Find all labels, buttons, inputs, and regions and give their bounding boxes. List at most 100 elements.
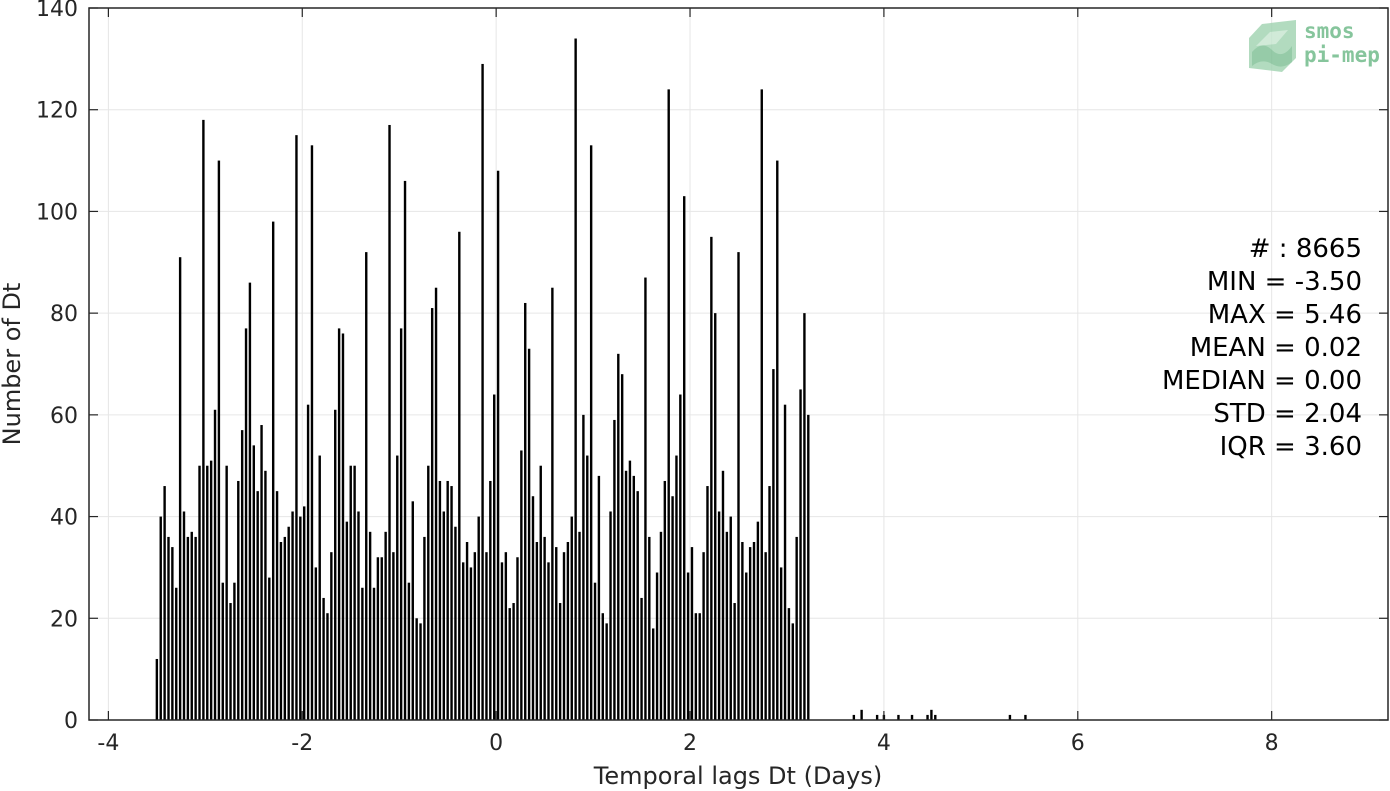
histogram-bar bbox=[206, 465, 209, 720]
stat-line: MEDIAN = 0.00 bbox=[1162, 366, 1362, 396]
histogram-bar bbox=[737, 252, 740, 720]
histogram-bar bbox=[574, 38, 577, 721]
histogram-bar bbox=[605, 623, 608, 720]
histogram-bar bbox=[910, 714, 914, 720]
x-axis-label: Temporal lags Dt (Days) bbox=[593, 762, 882, 790]
histogram-bar bbox=[496, 170, 500, 720]
histogram-bar bbox=[322, 597, 325, 720]
histogram-bar bbox=[500, 562, 504, 720]
stat-line: MEAN = 0.02 bbox=[1190, 333, 1362, 363]
histogram-bar bbox=[551, 287, 554, 720]
histogram-bar bbox=[663, 480, 667, 720]
histogram-bar bbox=[372, 587, 376, 720]
histogram-bar bbox=[807, 414, 810, 720]
histogram-bar bbox=[198, 465, 201, 720]
histogram-bar bbox=[710, 236, 713, 720]
histogram-bar bbox=[175, 587, 178, 720]
histogram-bar bbox=[159, 516, 162, 720]
histogram-bar bbox=[558, 603, 562, 720]
histogram-bar bbox=[318, 455, 321, 720]
histogram-bar bbox=[268, 577, 271, 720]
histogram-bar bbox=[454, 526, 457, 720]
histogram-bar bbox=[427, 465, 430, 720]
histogram-bar bbox=[733, 603, 736, 720]
histogram-bar bbox=[729, 516, 732, 720]
histogram-bar bbox=[485, 552, 488, 720]
histogram-bar bbox=[555, 547, 558, 720]
histogram-bar bbox=[1008, 714, 1012, 720]
histogram-bar bbox=[535, 542, 539, 720]
histogram-bar bbox=[190, 531, 193, 720]
histogram-bar bbox=[279, 542, 283, 720]
histogram-bar bbox=[357, 511, 360, 720]
histogram-bar bbox=[178, 257, 182, 720]
histogram-bar bbox=[640, 597, 643, 720]
histogram-bar bbox=[752, 542, 756, 720]
histogram-bar bbox=[764, 552, 767, 720]
histogram-bar bbox=[679, 394, 682, 720]
histogram-bar bbox=[213, 409, 217, 720]
y-tick-label: 20 bbox=[50, 607, 78, 632]
histogram-bar bbox=[171, 547, 174, 720]
plot-frame bbox=[88, 7, 1389, 721]
histogram-bar bbox=[644, 277, 647, 720]
histogram-bar bbox=[415, 618, 418, 720]
logo-text-pimep: pi-mep bbox=[1304, 43, 1380, 67]
histogram-bar bbox=[547, 562, 550, 720]
y-axis-label: Number of Dt bbox=[0, 283, 26, 446]
smos-pimep-logo: smos pi-mep bbox=[1249, 19, 1380, 72]
histogram-bar bbox=[648, 536, 651, 720]
histogram-bar bbox=[411, 501, 414, 720]
x-tick-label: -2 bbox=[291, 731, 313, 756]
histogram-bar bbox=[419, 623, 422, 720]
x-tick-label: 6 bbox=[1071, 731, 1085, 756]
histogram-bar bbox=[396, 455, 399, 720]
histogram-bar bbox=[221, 582, 224, 720]
histogram-bar bbox=[791, 623, 794, 720]
histogram-bar bbox=[337, 328, 341, 720]
x-tick-label: 8 bbox=[1265, 731, 1279, 756]
histogram-bar bbox=[283, 536, 287, 720]
histogram-bar bbox=[458, 231, 461, 720]
histogram-bar bbox=[469, 567, 473, 720]
x-tick-label: 2 bbox=[683, 731, 697, 756]
histogram-bar bbox=[702, 552, 705, 720]
histogram-bar bbox=[1024, 714, 1027, 720]
histogram-bar bbox=[875, 714, 879, 720]
histogram-bar bbox=[252, 445, 256, 720]
histogram-bar bbox=[570, 516, 573, 720]
histogram-bar bbox=[787, 608, 791, 720]
stat-line: MIN = -3.50 bbox=[1207, 267, 1362, 297]
histogram-bar bbox=[756, 521, 760, 720]
histogram-bar bbox=[930, 709, 933, 720]
histogram-bar bbox=[434, 287, 438, 720]
histogram-bar bbox=[783, 404, 787, 720]
histogram-bar bbox=[566, 542, 570, 720]
histogram-bar bbox=[240, 430, 244, 720]
histogram-bar bbox=[209, 460, 213, 720]
axis-ticks bbox=[89, 7, 1388, 721]
histogram-bar bbox=[450, 486, 453, 720]
histogram-bar bbox=[651, 628, 655, 720]
histogram-bar bbox=[706, 486, 709, 720]
y-tick-label: 80 bbox=[50, 302, 78, 327]
histogram-bar bbox=[624, 470, 628, 720]
histogram-bar bbox=[578, 531, 581, 720]
histogram-bar bbox=[768, 486, 771, 720]
histogram-bar bbox=[291, 511, 294, 720]
histogram-bar bbox=[504, 552, 508, 720]
histogram-bar bbox=[167, 536, 170, 720]
histogram-bar bbox=[852, 714, 856, 720]
histogram-bar bbox=[399, 328, 403, 720]
histogram-bar bbox=[860, 709, 863, 720]
histogram-bar bbox=[690, 547, 694, 720]
histogram-bar bbox=[446, 480, 449, 720]
histogram-bar bbox=[748, 547, 752, 720]
histogram-bar bbox=[803, 313, 806, 720]
grid-lines bbox=[89, 7, 1388, 721]
histogram-bar bbox=[403, 180, 407, 720]
histogram-bar bbox=[233, 582, 236, 720]
bars bbox=[155, 38, 1027, 721]
histogram-bar bbox=[473, 552, 477, 720]
